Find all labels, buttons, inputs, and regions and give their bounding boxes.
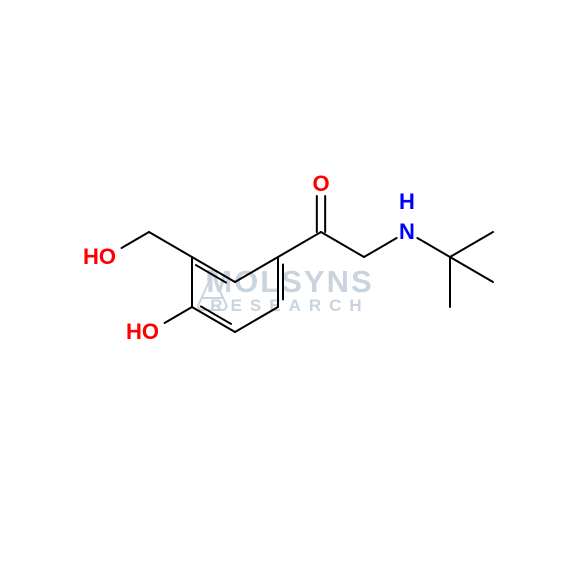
atom-o1: O xyxy=(312,171,329,197)
atom-hn: H xyxy=(399,189,415,215)
atom-o2: HO xyxy=(83,244,116,270)
atom-o3: HO xyxy=(126,319,159,345)
atom-n1: N xyxy=(399,219,415,245)
molecule-diagram xyxy=(0,0,580,580)
